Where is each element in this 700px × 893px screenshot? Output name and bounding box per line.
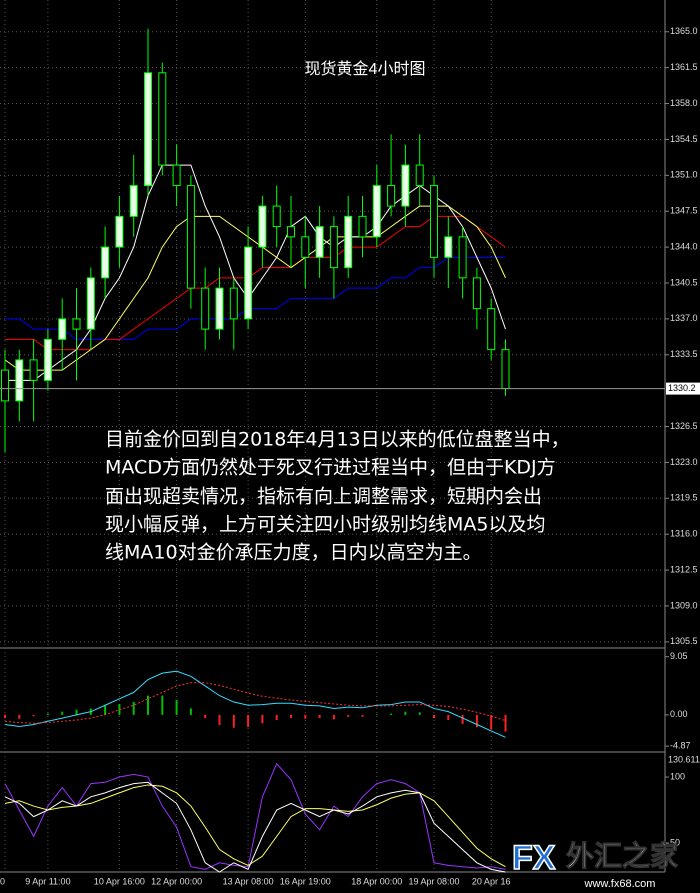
x-tick-label: 10 Apr 16:00: [94, 876, 145, 886]
y-tick-label: 50: [670, 837, 680, 847]
candle-body: [444, 236, 453, 258]
current-price-label: 1330.2: [668, 383, 696, 393]
y-tick-label: 100: [670, 771, 685, 781]
y-tick-label: 1333.5: [670, 349, 698, 359]
candle-body: [115, 215, 124, 248]
candle-body: [387, 185, 396, 207]
y-tick-label: 1347.5: [670, 206, 698, 216]
y-tick-label: 1312.5: [670, 564, 698, 574]
watermark-name: 外汇之家: [566, 839, 678, 871]
y-tick-label: 1323.0: [670, 457, 698, 467]
y-tick-label: 1309.0: [670, 600, 698, 610]
candle-body: [401, 164, 410, 207]
y-tick-label: 1316.0: [670, 529, 698, 539]
watermark-brand: FX: [512, 839, 556, 877]
candle-body: [415, 164, 424, 187]
x-tick-label: 19 Apr 08:00: [408, 876, 459, 886]
indicator-line: [5, 164, 506, 381]
candle-body: [172, 164, 181, 187]
x-tick-label: 9 Apr 11:00: [25, 876, 70, 886]
x-tick-label: 13 Apr 08:00: [223, 876, 274, 886]
indicator-line: [4, 784, 506, 868]
indicator-line: [4, 205, 506, 371]
candle-body: [229, 287, 238, 320]
candle-body: [329, 226, 338, 269]
x-tick-label: 18 Apr 00:00: [351, 876, 402, 886]
annotation: 现小幅反弹，上方可关注四小时级别均线MA5以及均: [105, 514, 545, 536]
y-tick-label: -4.87: [670, 741, 691, 751]
y-tick-label: 1344.0: [670, 241, 698, 251]
y-tick-label: 1305.5: [670, 636, 698, 646]
x-tick-label: 20 Apr 16: [472, 876, 511, 886]
x-tick-label: 0: [0, 876, 5, 886]
candle-body: [72, 318, 81, 330]
y-tick-label: 9.05: [670, 651, 688, 661]
y-tick-label: 1358.0: [670, 98, 698, 108]
y-tick-label: 1319.5: [670, 493, 698, 503]
y-tick-label: 1340.5: [670, 277, 698, 287]
indicator-line: [4, 670, 506, 738]
candle-body: [272, 205, 281, 228]
y-tick-label: 1351.0: [670, 170, 698, 180]
candle-body: [201, 287, 210, 330]
candle-body: [287, 226, 295, 238]
candle-body: [487, 308, 496, 351]
indicator-line: [4, 682, 506, 724]
candle-body: [101, 246, 110, 279]
y-tick-label: 1365.0: [670, 26, 698, 36]
scale-max-label: 130.611: [668, 754, 700, 764]
candle-body: [258, 205, 267, 248]
candle-body: [372, 185, 381, 238]
annotation: MACD方面仍然处于死叉行进过程当中，但由于KDJ方: [105, 457, 556, 479]
candle-body: [215, 287, 224, 330]
annotation: 面出现超卖情况，指标有向上调整需求，短期内会出: [105, 486, 542, 508]
candle-body: [458, 236, 467, 279]
chart-title: 现货黄金4小时图: [305, 60, 426, 78]
candle-body: [29, 359, 38, 381]
candle-body: [158, 72, 167, 166]
candle-body: [301, 236, 310, 258]
y-tick-label: 1361.5: [670, 62, 698, 72]
current-price-box: [666, 382, 700, 395]
indicator-line: [5, 215, 506, 351]
x-tick-label: 16 Apr 19:00: [280, 876, 331, 886]
annotation: 线MA10对金价承压力度，日内以高空为主。: [105, 542, 482, 564]
watermark-url: www.fx68.com: [584, 878, 656, 890]
candle-body: [15, 359, 24, 402]
candle-body: [501, 349, 510, 390]
candle-body: [186, 185, 195, 289]
y-tick-label: 1337.0: [670, 313, 698, 323]
candle-body: [86, 277, 95, 330]
candle-body: [430, 185, 438, 258]
candle-body: [244, 246, 253, 320]
candle-body: [472, 277, 481, 310]
candle-body: [129, 185, 138, 217]
y-tick-label: 1326.5: [670, 421, 698, 431]
candle-body: [43, 338, 52, 381]
x-tick-label: 12 Apr 00:00: [151, 876, 202, 886]
y-tick-label: 0.00: [670, 709, 688, 719]
candle-body: [315, 226, 324, 258]
indicator-line: [4, 781, 506, 873]
candle-body: [1, 369, 9, 402]
y-tick-label: 1354.5: [670, 134, 698, 144]
candle-body: [58, 318, 67, 340]
candle-body: [144, 72, 152, 187]
indicator-line: [5, 256, 506, 340]
candle-body: [358, 215, 367, 238]
candle-body: [344, 215, 353, 269]
indicator-line: [4, 762, 506, 870]
annotation: 目前金价回到自2018年4月13日以来的低位盘整当中，: [105, 429, 570, 451]
